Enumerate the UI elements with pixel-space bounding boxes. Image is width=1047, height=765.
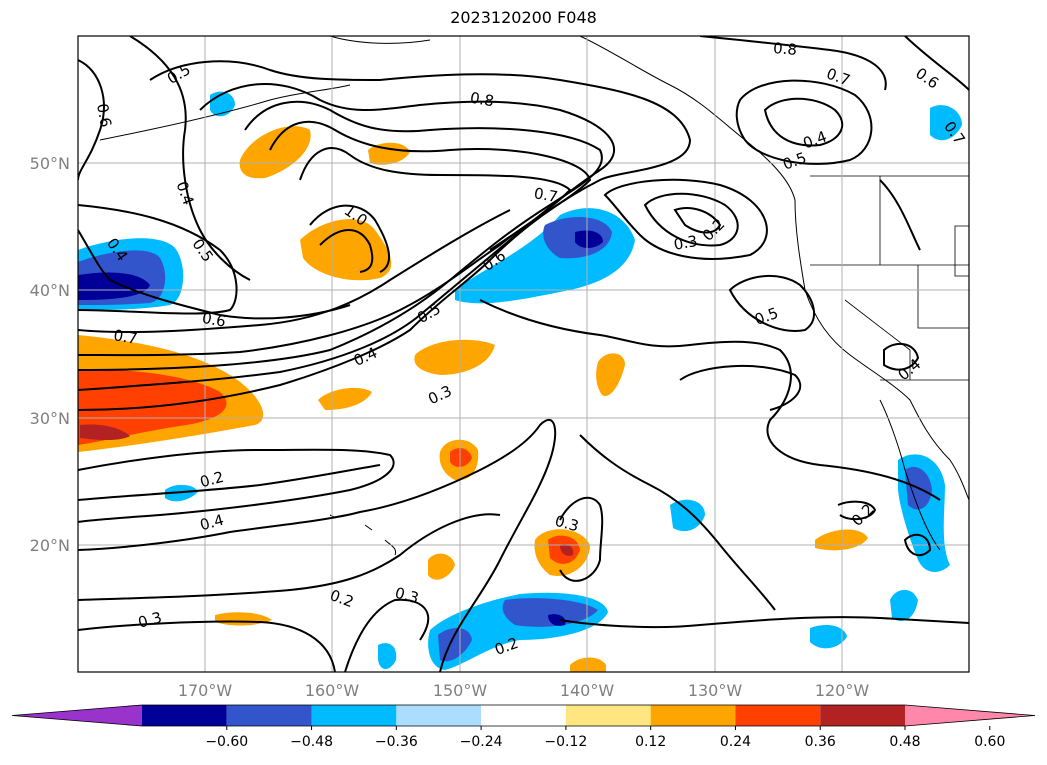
map-area: [78, 36, 969, 672]
colorbar-segment: [311, 705, 397, 726]
colorbar-tick-label: 0.24: [720, 734, 751, 750]
shade-orange: [414, 339, 495, 375]
contour-label: 0.6: [93, 102, 115, 129]
colorbar-segment: [650, 705, 736, 726]
shade-darkred: [560, 544, 574, 556]
baja-coast: [879, 399, 941, 551]
shade-cyan: [930, 105, 962, 141]
shade-cyan: [670, 499, 705, 532]
lon-label: 120°W: [815, 681, 870, 700]
lat-label: 30°N: [30, 409, 70, 428]
north-america-coast: [579, 36, 969, 501]
shade-orange: [368, 142, 410, 165]
shade-navy: [575, 230, 603, 248]
colorbar-tick-label: −0.48: [290, 734, 333, 750]
shade-cyan: [378, 643, 397, 669]
shade-orange: [570, 657, 606, 672]
contour-label: 0.7: [533, 184, 560, 206]
lon-label: 130°W: [688, 681, 743, 700]
colorbar: −0.60 −0.48 −0.36 −0.24 −0.12 0.12 0.24 0.36 0.4…: [11, 704, 1036, 750]
colorbar-tick-label: −0.60: [205, 734, 248, 750]
lat-label: 40°N: [30, 281, 70, 300]
shade-navy: [78, 272, 150, 300]
contour-label: 0.3: [136, 608, 164, 632]
map-frame: [77, 35, 970, 673]
contour-label: 0.4: [198, 511, 226, 535]
colorbar-extend-low: [12, 705, 142, 726]
shade-red: [450, 448, 472, 467]
lon-label: 160°W: [305, 681, 360, 700]
shade-blue: [502, 598, 598, 627]
contour-label: 0.3: [393, 584, 421, 608]
lon-label: 150°W: [433, 681, 488, 700]
coastlines: [99, 36, 969, 556]
colorbar-segment: [820, 705, 905, 726]
shade-cyan: [810, 625, 847, 649]
colorbar-tick-label: 0.36: [805, 734, 836, 750]
colorbar-extend-high: [905, 705, 1035, 726]
colorbar-segment: [396, 705, 482, 726]
colorbar-tick-label: −0.12: [544, 734, 587, 750]
shade-cyan: [165, 484, 198, 502]
shade-orange: [428, 553, 455, 580]
colorbar-tick-label: −0.24: [460, 734, 503, 750]
border-lines: [810, 175, 969, 381]
latitude-labels: 50°N 40°N 30°N 20°N: [30, 154, 70, 555]
colorbar-segment: [226, 705, 312, 726]
contour-label: 0.3: [553, 512, 581, 536]
contour-label: 0.7: [112, 326, 139, 348]
colorbar-segment: [481, 705, 566, 726]
lat-label: 20°N: [30, 536, 70, 555]
colorbar-tick-label: 0.12: [635, 734, 666, 750]
contour-label: 0.3: [672, 232, 699, 254]
lat-label: 50°N: [30, 154, 70, 173]
colorbar-tick-label: 0.48: [889, 734, 920, 750]
alaska-coast: [99, 36, 431, 141]
contour-label: 0.6: [201, 309, 228, 331]
contour-label: 0.2: [198, 468, 226, 492]
shade-orange: [239, 126, 311, 179]
colorbar-tick-label: 0.60: [974, 734, 1005, 750]
shade-orange: [300, 219, 392, 281]
colorbar-tick-label: −0.36: [375, 734, 418, 750]
longitude-labels: 170°W 160°W 150°W 140°W 130°W 120°W: [178, 681, 870, 700]
colorbar-outline: [11, 704, 1036, 727]
shade-navy: [548, 614, 566, 626]
colorbar-segment: [735, 705, 821, 726]
lon-label: 170°W: [178, 681, 233, 700]
colorbar-segment: [565, 705, 651, 726]
contour-label: 0.8: [469, 89, 496, 111]
colorbar-segment: [142, 705, 227, 726]
lon-label: 140°W: [560, 681, 615, 700]
shade-orange: [596, 353, 625, 396]
contour-lines: [78, 36, 969, 672]
contour-label: 0.8: [772, 39, 797, 59]
shade-cyan: [890, 589, 918, 621]
map-title: 2023120200 F048: [450, 8, 597, 27]
shade-darkred: [80, 424, 130, 440]
